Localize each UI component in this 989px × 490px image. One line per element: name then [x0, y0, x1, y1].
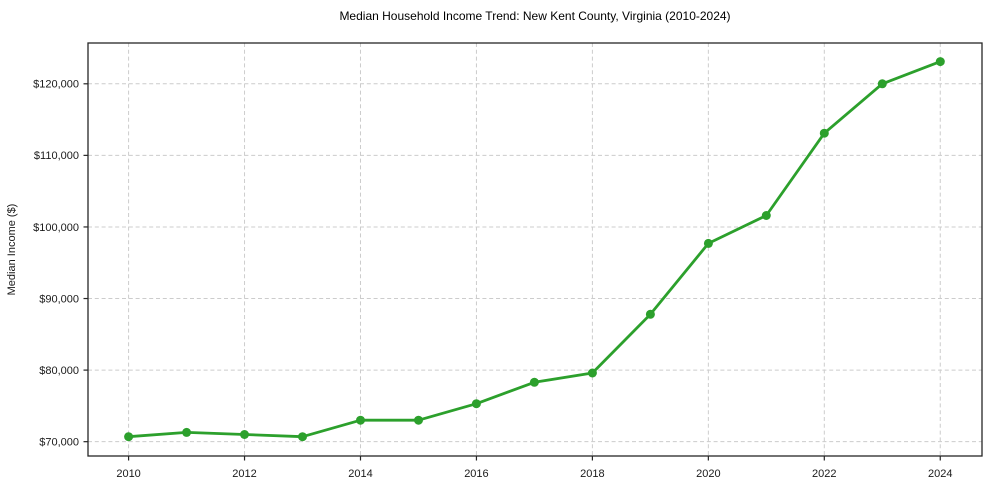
- x-tick-label: 2022: [812, 468, 836, 480]
- chart-title: Median Household Income Trend: New Kent …: [339, 9, 730, 23]
- data-point: [877, 79, 887, 89]
- x-tick-label: 2020: [696, 468, 720, 480]
- data-point: [703, 238, 713, 248]
- data-point: [761, 211, 771, 220]
- data-point: [124, 432, 134, 442]
- data-point: [819, 128, 829, 138]
- grid-layer: [88, 43, 982, 456]
- x-tick-label: 2018: [580, 468, 604, 480]
- y-tick-label: $120,000: [33, 79, 79, 91]
- x-tick-label: 2024: [928, 468, 952, 480]
- data-point: [529, 377, 539, 387]
- y-tick-label: $80,000: [39, 365, 79, 377]
- trend-series: [124, 57, 945, 442]
- data-point: [356, 415, 365, 425]
- y-tick-label: $100,000: [33, 222, 79, 234]
- tick-labels: $70,000 $80,000 $90,000 $100,000 $110,000 $12…: [33, 79, 952, 480]
- x-tick-label: 2012: [232, 468, 256, 480]
- plot-border: [87, 42, 983, 457]
- data-point: [182, 427, 192, 437]
- data-point: [414, 415, 423, 425]
- data-point: [645, 309, 655, 319]
- data-point: [935, 57, 945, 67]
- data-point: [471, 399, 481, 409]
- x-tick-label: 2010: [116, 468, 140, 480]
- x-tick-label: 2016: [464, 468, 488, 480]
- y-axis-title: Median Income ($): [6, 204, 18, 296]
- data-point: [587, 368, 597, 378]
- data-point: [298, 432, 307, 442]
- x-tick-label: 2014: [348, 468, 372, 480]
- data-point: [240, 430, 249, 439]
- y-tick-label: $110,000: [34, 150, 79, 162]
- axes: [83, 42, 983, 461]
- y-tick-label: $70,000: [39, 436, 79, 448]
- y-tick-label: $90,000: [39, 293, 79, 305]
